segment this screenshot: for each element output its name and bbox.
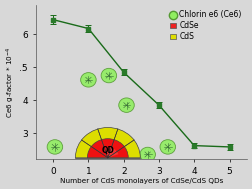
Circle shape — [81, 73, 96, 87]
Circle shape — [160, 140, 176, 154]
Circle shape — [119, 98, 134, 112]
Circle shape — [101, 68, 117, 83]
Wedge shape — [75, 128, 140, 158]
Wedge shape — [106, 147, 118, 158]
Circle shape — [140, 147, 155, 162]
X-axis label: Number of CdS monolayers of CdSe/CdS QDs: Number of CdS monolayers of CdSe/CdS QDs — [60, 178, 223, 184]
Circle shape — [47, 140, 63, 154]
Circle shape — [60, 159, 76, 174]
Legend: Chlorin e6 (Ce6), CdSe, CdS: Chlorin e6 (Ce6), CdSe, CdS — [169, 9, 243, 43]
Text: QD: QD — [101, 146, 114, 155]
Wedge shape — [87, 139, 128, 158]
Y-axis label: Ce6 g-factor * 10$^{-4}$: Ce6 g-factor * 10$^{-4}$ — [5, 46, 17, 118]
